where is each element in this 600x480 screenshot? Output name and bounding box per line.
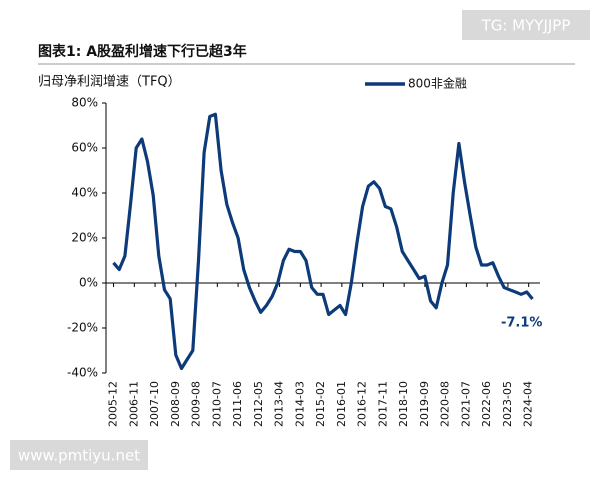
x-tick-label: 2024-04 <box>522 381 535 427</box>
x-tick-label: 2011-06 <box>231 381 244 427</box>
x-tick-label: 2012-05 <box>252 381 265 427</box>
watermark: www.pmtiyu.net <box>18 447 140 465</box>
x-tick-label: 2014-03 <box>293 381 306 427</box>
x-tick-label: 2013-04 <box>273 381 286 427</box>
x-tick-label: 2005-12 <box>107 381 120 427</box>
x-tick-label: 2022-06 <box>480 381 493 427</box>
watermark-box <box>10 440 148 470</box>
y-tick-label: 20% <box>71 231 98 245</box>
y-tick-label: -40% <box>67 366 98 380</box>
x-tick-label: 2008-09 <box>169 381 182 427</box>
series-line <box>112 112 534 371</box>
x-tick-label: 2016-12 <box>356 381 369 427</box>
y-tick-label: 0% <box>79 276 98 290</box>
x-tick-label: 2021-07 <box>459 381 472 427</box>
y-tick-label: 80% <box>71 96 98 110</box>
x-tick-label: 2010-07 <box>210 381 223 427</box>
chart-title: 图表1: A股盈利增速下行已超3年 <box>38 43 247 60</box>
x-tick-label: 2019-09 <box>418 381 431 427</box>
x-tick-label: 2007-10 <box>148 381 161 427</box>
x-tick-label: 2015-02 <box>314 381 327 427</box>
x-tick-label: 2020-08 <box>439 381 452 427</box>
legend-label: 800非金融 <box>408 76 467 91</box>
x-tick-label: 2018-10 <box>397 381 410 427</box>
x-tick-label: 2009-08 <box>190 381 203 427</box>
x-tick-label: 2023-05 <box>501 381 514 427</box>
y-axis-label: 归母净利润增速（TFQ） <box>38 75 181 90</box>
annotation: -7.1% <box>501 315 542 330</box>
y-tick-label: -20% <box>67 321 98 335</box>
watermark-box <box>462 10 590 40</box>
y-tick-label: 40% <box>71 186 98 200</box>
x-tick-label: 2016-01 <box>335 381 348 427</box>
y-tick-label: 60% <box>71 141 98 155</box>
watermark: TG: MYYJJPP <box>481 17 571 35</box>
x-tick-label: 2017-11 <box>376 381 389 427</box>
x-tick-label: 2006-11 <box>127 381 140 427</box>
